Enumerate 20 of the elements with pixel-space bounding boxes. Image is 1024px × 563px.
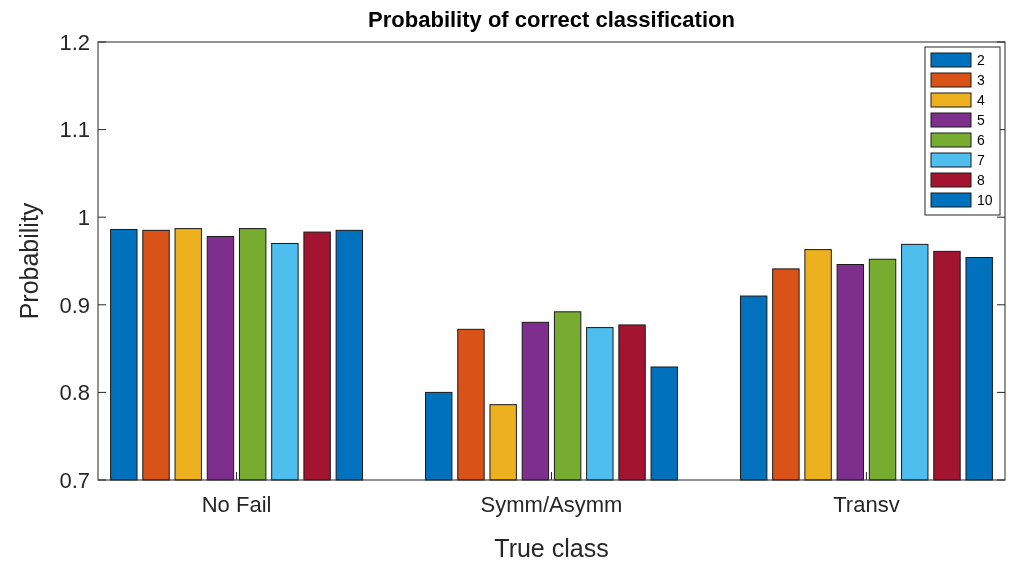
legend-label: 3 (977, 71, 985, 88)
legend-label: 6 (977, 131, 985, 148)
legend-label: 8 (977, 171, 985, 188)
y-tick-label: 1.1 (59, 117, 90, 143)
chart-title: Probability of correct classification (368, 7, 735, 32)
legend-label: 5 (977, 111, 985, 128)
y-tick-label: 0.9 (59, 292, 90, 318)
x-axis-title: True class (494, 534, 609, 562)
legend-label: 2 (977, 51, 985, 68)
x-tick-label: No Fail (201, 492, 272, 517)
legend-label: 10 (977, 191, 993, 208)
x-tick-label: Transv (833, 492, 900, 517)
y-tick-label: 0.7 (59, 467, 90, 493)
y-tick-label: 1 (77, 204, 90, 230)
y-axis-title: Probability (15, 202, 43, 320)
legend-label: 4 (977, 91, 985, 108)
x-tick-label: Symm/Asymm (480, 492, 623, 517)
legend-label: 7 (977, 151, 985, 168)
y-tick-label: 1.2 (59, 29, 90, 55)
y-tick-label: 0.8 (59, 380, 90, 406)
